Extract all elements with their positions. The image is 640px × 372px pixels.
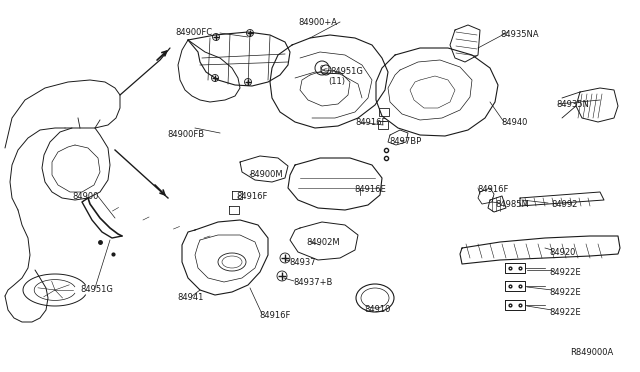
Text: 84922E: 84922E (549, 308, 580, 317)
Text: 84937+B: 84937+B (293, 278, 332, 287)
Text: 84985M: 84985M (495, 200, 529, 209)
Text: 84916E: 84916E (354, 185, 386, 194)
Text: 84951G: 84951G (80, 285, 113, 294)
Text: C: C (324, 67, 328, 73)
Text: 84916F: 84916F (355, 118, 387, 127)
Text: 84900FB: 84900FB (167, 130, 204, 139)
Text: 84916F: 84916F (236, 192, 268, 201)
Text: 84900+A: 84900+A (298, 18, 337, 27)
Text: 84951G: 84951G (330, 67, 363, 76)
Text: 84935NA: 84935NA (500, 30, 539, 39)
Text: 8497BP: 8497BP (389, 137, 421, 146)
Bar (378, 121, 388, 129)
Text: C: C (319, 65, 324, 71)
Text: 84900: 84900 (72, 192, 99, 201)
Text: 84916F: 84916F (259, 311, 291, 320)
Text: (11): (11) (328, 77, 345, 86)
Text: R849000A: R849000A (570, 348, 613, 357)
Bar (379, 108, 389, 116)
Text: 84900FC: 84900FC (175, 28, 212, 37)
Text: 84937: 84937 (289, 258, 316, 267)
Text: 84935N: 84935N (556, 100, 589, 109)
Text: 84920: 84920 (549, 248, 575, 257)
Text: 84910: 84910 (364, 305, 390, 314)
Text: 84940: 84940 (501, 118, 527, 127)
Text: 84992: 84992 (551, 200, 577, 209)
Text: 84922E: 84922E (549, 268, 580, 277)
Text: 84922E: 84922E (549, 288, 580, 297)
Text: 84916F: 84916F (477, 185, 508, 194)
Text: 84902M: 84902M (306, 238, 340, 247)
Text: 84941: 84941 (177, 293, 204, 302)
Text: 84900M: 84900M (249, 170, 283, 179)
